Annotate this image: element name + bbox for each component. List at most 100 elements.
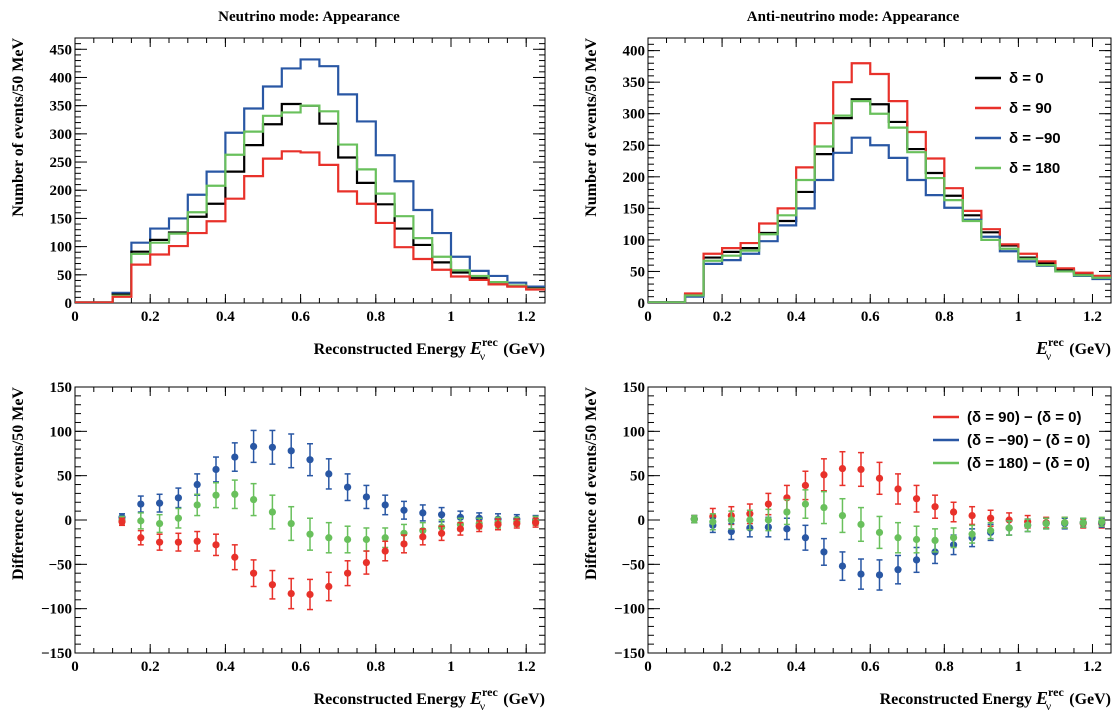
legend-label: δ = −90	[1009, 130, 1061, 147]
y-tick-label: 50	[57, 469, 72, 485]
data-point	[381, 547, 389, 555]
y-tick-label: 150	[50, 211, 73, 227]
y-tick-label: 200	[623, 170, 646, 186]
data-point	[783, 508, 791, 516]
y-tick-label: 50	[630, 469, 645, 485]
data-point	[875, 571, 884, 579]
data-point	[894, 485, 902, 493]
plot-area	[75, 58, 545, 303]
plot-area	[690, 450, 1106, 591]
data-point	[419, 533, 427, 541]
data-point	[475, 522, 483, 530]
panel-1: 0 0.2 0.4 0.6 0.8 1 1.2 0 50 100 150 200 250 300 350 40…	[10, 37, 546, 363]
data-point	[306, 456, 314, 464]
y-tick-label: −150	[41, 646, 72, 662]
plot-frame	[74, 37, 546, 304]
data-point	[727, 516, 735, 524]
data-point	[857, 465, 865, 474]
data-point	[325, 534, 333, 542]
data-point	[362, 493, 370, 501]
y-tick-label: 350	[50, 99, 73, 115]
data-point	[875, 528, 884, 537]
x-tick-label: 0.4	[216, 309, 235, 325]
data-point	[690, 515, 698, 523]
data-point	[419, 509, 427, 517]
y-tick-label: 200	[50, 183, 73, 199]
data-point	[968, 530, 976, 538]
series-red-line	[75, 150, 545, 303]
data-point	[400, 506, 408, 514]
y-tick-label: 0	[638, 513, 646, 529]
x-tick-label: 0.8	[366, 309, 385, 325]
data-point	[857, 570, 865, 578]
y-tick-label: 0	[638, 296, 646, 312]
data-point	[1079, 519, 1087, 527]
x-axis-label: Reconstructed Energy Erec ν (GeV)	[314, 685, 545, 713]
y-axis-label: Number of events/50 MeV	[10, 38, 27, 217]
x-tick-label: 0.8	[935, 309, 954, 325]
data-point	[174, 494, 182, 502]
y-tick-label: −50	[48, 557, 72, 573]
data-point	[193, 501, 201, 509]
data-point	[912, 556, 921, 564]
x-tick-label: 0.2	[141, 659, 160, 675]
data-point	[193, 480, 201, 489]
data-point	[949, 508, 958, 516]
panel-4: 0 0.2 0.4 0.6 0.8 1 1.2 −150 −100 −50 0 50 100 150 Dif…	[583, 380, 1112, 713]
data-point	[532, 519, 540, 527]
data-point	[325, 582, 333, 591]
x-axis-label: Reconstructed Energy Erec ν (GeV)	[314, 335, 545, 363]
x-tick-label: 0	[71, 659, 79, 675]
y-tick-label: 0	[65, 513, 73, 529]
x-tick-label: 1	[1015, 659, 1023, 675]
y-tick-label: 150	[623, 201, 646, 217]
plot-area	[118, 429, 540, 611]
data-point	[212, 491, 220, 499]
data-point	[287, 447, 295, 455]
data-point	[231, 490, 239, 498]
panel-title-neutrino: Neutrino mode: Appearance	[218, 9, 400, 25]
data-point	[1042, 519, 1050, 528]
x-tick-label: 0	[644, 659, 652, 675]
data-point	[1061, 519, 1069, 527]
x-tick-label: 0.6	[861, 309, 880, 325]
data-point	[344, 535, 352, 544]
y-tick-label: 250	[50, 155, 73, 171]
series-red-line	[648, 62, 1111, 303]
data-point	[268, 443, 276, 451]
data-point	[1098, 518, 1106, 526]
x-tick-label: 1	[447, 309, 455, 325]
data-point	[1005, 524, 1013, 532]
y-tick-label: 300	[50, 127, 73, 143]
legend-label: δ = 90	[1009, 100, 1052, 117]
x-tick-label: 0.2	[141, 309, 160, 325]
series-green-line	[648, 99, 1111, 303]
data-point	[968, 511, 976, 520]
data-point	[174, 514, 182, 522]
data-point	[912, 535, 921, 544]
x-tick-label: 0.6	[291, 659, 310, 675]
data-point	[875, 474, 884, 482]
data-point	[381, 501, 389, 509]
data-point	[137, 500, 145, 508]
data-point	[894, 534, 902, 542]
data-point	[931, 503, 939, 511]
x-axis-label: Reconstructed Energy Erec ν (GeV)	[880, 685, 1111, 713]
y-tick-label: 50	[630, 264, 645, 280]
data-point	[709, 518, 717, 526]
plot-area	[648, 62, 1111, 303]
data-point	[764, 516, 772, 524]
legend-label: (δ = −90) − (δ = 0)	[967, 432, 1090, 449]
data-point	[820, 471, 828, 479]
series-black-line	[75, 102, 545, 303]
data-point	[212, 465, 220, 474]
data-point	[1024, 521, 1032, 529]
legend-label: δ = 180	[1009, 160, 1060, 177]
y-tick-label: −100	[614, 602, 645, 618]
y-tick-label: 250	[623, 138, 646, 154]
data-point	[250, 442, 258, 451]
data-point	[287, 589, 295, 598]
data-point	[250, 569, 258, 577]
data-point	[513, 519, 521, 528]
y-tick-label: 150	[50, 380, 73, 396]
